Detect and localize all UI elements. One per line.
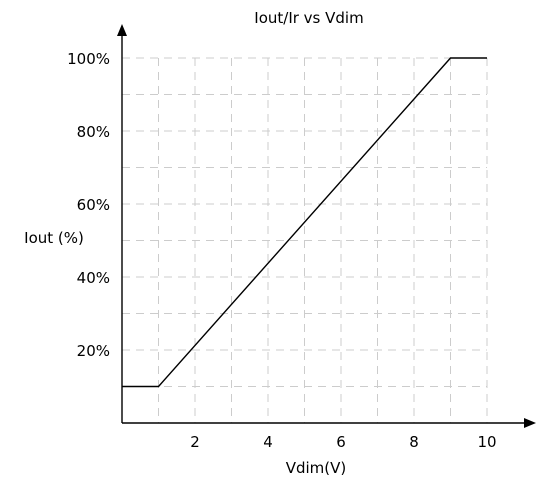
y-axis-arrow bbox=[117, 24, 127, 36]
y-tick-label: 100% bbox=[67, 50, 110, 68]
x-tick-label: 8 bbox=[409, 433, 419, 451]
y-tick-label: 60% bbox=[77, 196, 110, 214]
y-tick-label: 80% bbox=[77, 123, 110, 141]
y-tick-label: 40% bbox=[77, 269, 110, 287]
x-tick-label: 2 bbox=[190, 433, 200, 451]
series-layer bbox=[122, 57, 487, 388]
x-axis-label: Vdim(V) bbox=[286, 459, 347, 477]
x-tick-label: 10 bbox=[477, 433, 496, 451]
y-axis-label: Iout (%) bbox=[24, 229, 84, 247]
tick-labels: 2 4 6 8 10 20% 40% 60% 80% 100% bbox=[67, 50, 496, 451]
x-axis-arrow bbox=[524, 418, 536, 428]
grid bbox=[122, 57, 488, 423]
chart-title: Iout/Ir vs Vdim bbox=[254, 9, 363, 27]
axes bbox=[117, 24, 536, 428]
x-tick-label: 4 bbox=[263, 433, 273, 451]
series-line bbox=[122, 57, 487, 388]
x-tick-label: 6 bbox=[336, 433, 346, 451]
y-tick-label: 20% bbox=[77, 342, 110, 360]
